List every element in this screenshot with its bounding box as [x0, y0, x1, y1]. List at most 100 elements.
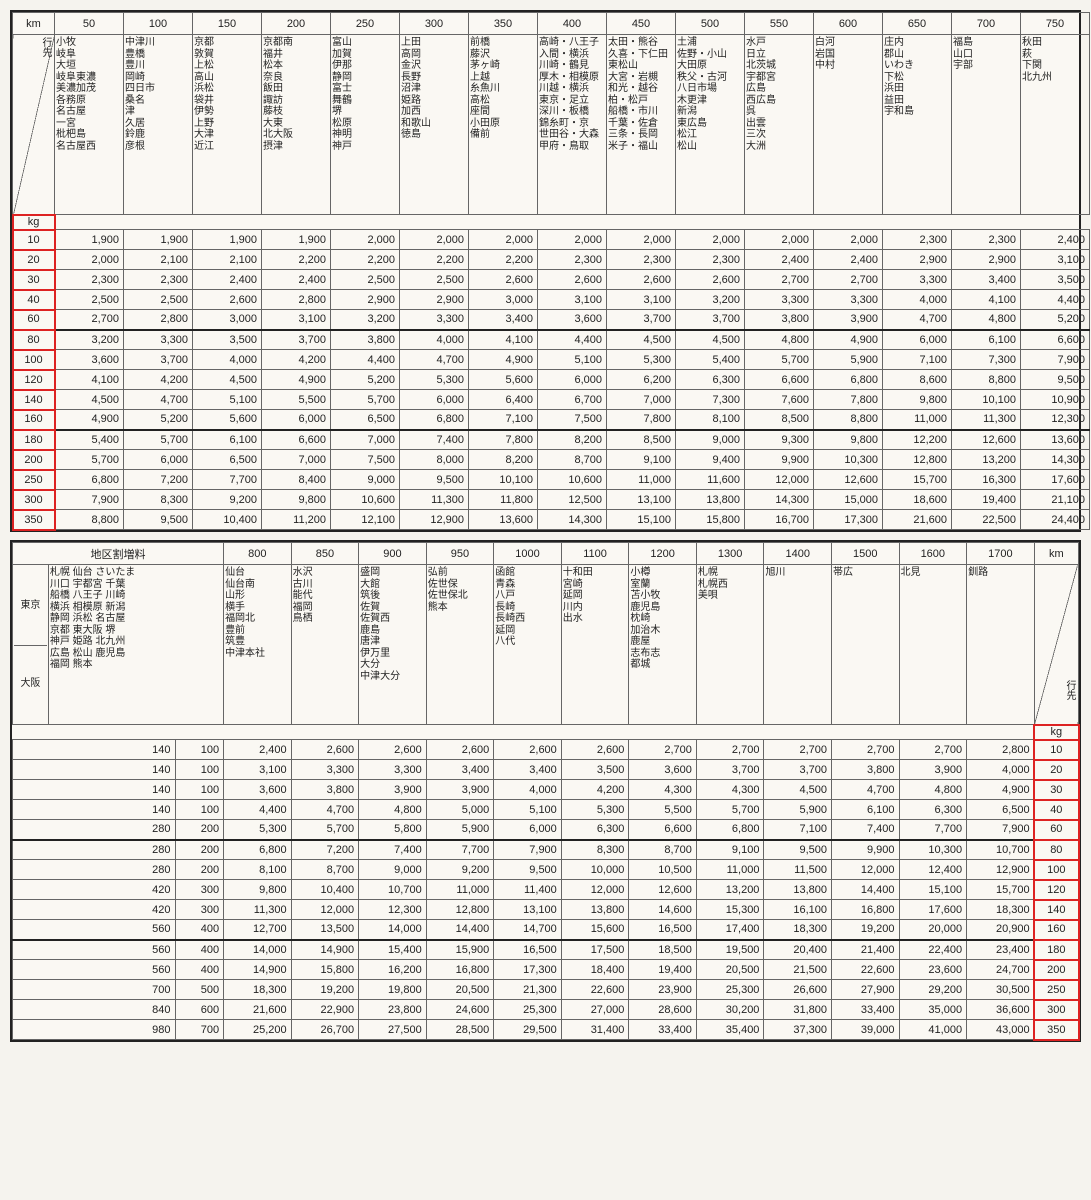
rate-cell: 3,500 — [561, 760, 629, 780]
kg-value: 200 — [13, 450, 55, 470]
rate-cell: 14,300 — [1021, 450, 1090, 470]
kg-value: 30 — [1034, 780, 1078, 800]
rate-table-1: km 50 100 150 200 250 300 350 400 450 50… — [10, 10, 1081, 532]
dest-cell: 太田・熊谷久喜・下仁田東松山大宮・岩槻和光・越谷柏・松戸船橋・市川千葉・佐倉三条… — [607, 35, 676, 215]
rate-cell: 7,500 — [331, 450, 400, 470]
rate-cell: 3,800 — [331, 330, 400, 350]
rate-cell: 9,900 — [831, 840, 899, 860]
rate-cell: 5,200 — [1021, 310, 1090, 330]
rate-cell: 6,100 — [193, 430, 262, 450]
rate-cell: 7,300 — [952, 350, 1021, 370]
kg-value: 120 — [13, 370, 55, 390]
rate-cell: 12,600 — [952, 430, 1021, 450]
rate-cell: 2,500 — [400, 270, 469, 290]
rate-cell: 7,500 — [538, 410, 607, 430]
surcharge-a: 280 — [13, 840, 176, 860]
table-row: 84060021,60022,90023,80024,60025,30027,0… — [13, 1000, 1079, 1020]
dest-cell: 札幌札幌西美唄 — [696, 565, 764, 725]
rate-cell: 5,700 — [291, 820, 359, 840]
rate-cell: 1,900 — [262, 230, 331, 250]
rate-cell: 4,200 — [124, 370, 193, 390]
rate-cell: 12,900 — [400, 510, 469, 530]
rate-cell: 6,000 — [124, 450, 193, 470]
surcharge-a: 560 — [13, 960, 176, 980]
rate-cell: 10,900 — [1021, 390, 1090, 410]
km-h: 1300 — [696, 543, 764, 565]
rate-cell: 7,300 — [676, 390, 745, 410]
rate-cell: 2,600 — [494, 740, 562, 760]
rate-cell: 11,600 — [676, 470, 745, 490]
rate-cell: 2,300 — [607, 250, 676, 270]
rate-cell: 4,300 — [629, 780, 697, 800]
dest-cell: 上田高岡金沢長野沼津姫路加西和歌山徳島 — [400, 35, 469, 215]
table-row: 2802006,8007,2007,4007,7007,9008,3008,70… — [13, 840, 1079, 860]
rate-cell: 4,200 — [262, 350, 331, 370]
rate-cell: 9,300 — [745, 430, 814, 450]
table-row: 2005,7006,0006,5007,0007,5008,0008,2008,… — [13, 450, 1090, 470]
rate-cell: 19,400 — [952, 490, 1021, 510]
rate-cell: 3,200 — [331, 310, 400, 330]
rate-cell: 20,400 — [764, 940, 832, 960]
rate-cell: 2,300 — [124, 270, 193, 290]
rate-cell: 7,400 — [831, 820, 899, 840]
rate-cell: 2,300 — [676, 250, 745, 270]
rate-cell: 2,800 — [967, 740, 1035, 760]
rate-cell: 9,800 — [883, 390, 952, 410]
kg-label: kg — [1034, 725, 1078, 740]
rate-cell: 2,700 — [55, 310, 124, 330]
rate-cell: 3,300 — [745, 290, 814, 310]
rate-cell: 30,200 — [696, 1000, 764, 1020]
rate-cell: 1,900 — [193, 230, 262, 250]
surcharge-b: 100 — [175, 740, 224, 760]
rate-cell: 8,200 — [538, 430, 607, 450]
rate-cell: 22,400 — [899, 940, 967, 960]
dest-cell: 秋田萩下関北九州 — [1021, 35, 1090, 215]
rate-cell: 31,800 — [764, 1000, 832, 1020]
rate-cell: 3,000 — [469, 290, 538, 310]
rate-cell: 21,300 — [494, 980, 562, 1000]
surcharge-b: 100 — [175, 760, 224, 780]
rate-cell: 15,800 — [676, 510, 745, 530]
rate-cell: 11,000 — [607, 470, 676, 490]
rate-cell: 30,500 — [967, 980, 1035, 1000]
rate-cell: 12,000 — [831, 860, 899, 880]
table-row: 302,3002,3002,4002,4002,5002,5002,6002,6… — [13, 270, 1090, 290]
rate-cell: 7,600 — [745, 390, 814, 410]
rate-cell: 9,500 — [124, 510, 193, 530]
rate-cell: 5,800 — [359, 820, 427, 840]
rate-cell: 6,800 — [814, 370, 883, 390]
dest-cell: 富山加賀伊那静岡富士舞鶴堺松原神明神戸 — [331, 35, 400, 215]
rate-cell: 10,700 — [359, 880, 427, 900]
table-row: 1805,4005,7006,1006,6007,0007,4007,8008,… — [13, 430, 1090, 450]
destination-row: 行先 小牧岐阜大垣岐阜東濃美濃加茂各務原名古屋一宮枇杷島名古屋西 中津川豊橋豊川… — [13, 35, 1090, 215]
dest-cell: 小樽室蘭苫小牧鹿児島枕崎加治木鹿屋志布志都城 — [629, 565, 697, 725]
kg-value: 10 — [13, 230, 55, 250]
rate-cell: 5,300 — [400, 370, 469, 390]
rate-cell: 37,300 — [764, 1020, 832, 1040]
kg-value: 60 — [13, 310, 55, 330]
rate-cell: 2,500 — [124, 290, 193, 310]
rate-cell: 6,800 — [224, 840, 292, 860]
rate-cell: 2,600 — [607, 270, 676, 290]
rate-cell: 7,800 — [607, 410, 676, 430]
rate-cell: 2,700 — [696, 740, 764, 760]
table-row: 1401004,4004,7004,8005,0005,1005,3005,50… — [13, 800, 1079, 820]
dest-cell: 北見 — [899, 565, 967, 725]
table-row: 3007,9008,3009,2009,80010,60011,30011,80… — [13, 490, 1090, 510]
rate-cell: 9,800 — [814, 430, 883, 450]
surcharge-b: 200 — [175, 860, 224, 880]
rate-cell: 12,000 — [561, 880, 629, 900]
rate-cell: 7,900 — [55, 490, 124, 510]
rate-cell: 3,200 — [55, 330, 124, 350]
rate-cell: 3,900 — [359, 780, 427, 800]
rate-cell: 7,000 — [262, 450, 331, 470]
rate-cell: 26,700 — [291, 1020, 359, 1040]
rate-cell: 14,700 — [494, 920, 562, 940]
rate-cell: 2,000 — [676, 230, 745, 250]
rate-cell: 2,000 — [331, 230, 400, 250]
table-row: 3508,8009,50010,40011,20012,10012,90013,… — [13, 510, 1090, 530]
rate-cell: 13,100 — [607, 490, 676, 510]
km-label: km — [1034, 543, 1078, 565]
dest-cell: 旭川 — [764, 565, 832, 725]
rate-cell: 3,700 — [262, 330, 331, 350]
